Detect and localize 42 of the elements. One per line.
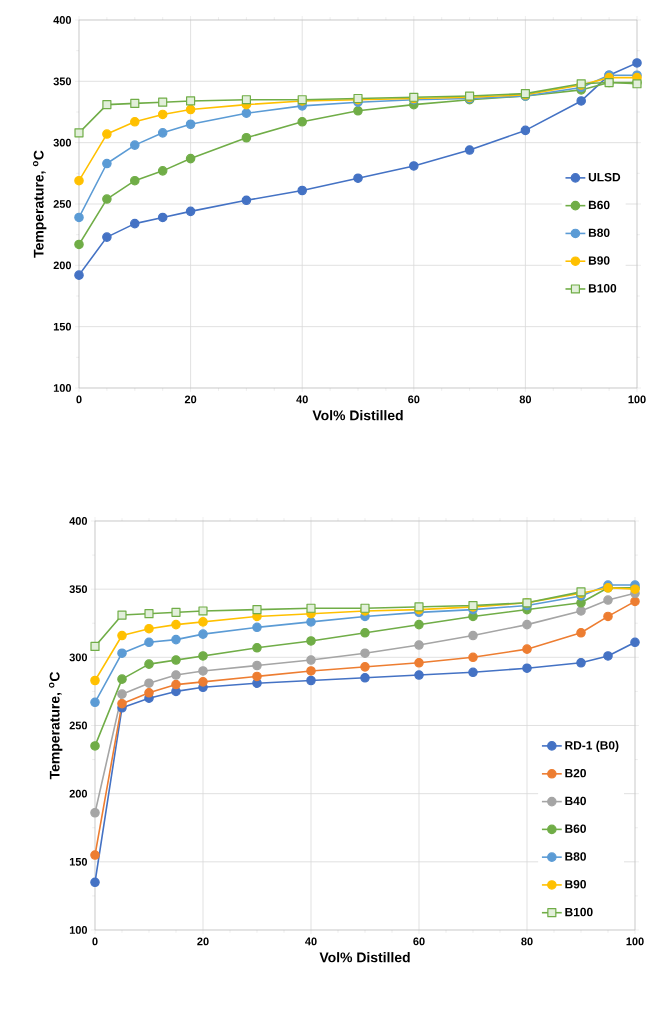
- x-tick-label: 80: [519, 395, 532, 404]
- x-tick-label: 20: [197, 937, 209, 946]
- x-tick-label: 40: [296, 395, 308, 404]
- x-tick-label: 0: [92, 937, 98, 946]
- y-tick-label: 150: [53, 322, 72, 331]
- y-tick-label: 100: [53, 384, 72, 392]
- y-tick-label: 300: [69, 653, 88, 662]
- legend-label: B20: [565, 768, 586, 778]
- legend-label: ULSD: [588, 172, 621, 182]
- y-axis-title: Temperature, $^{o}$C: [49, 672, 63, 780]
- legend-label: B100: [588, 284, 617, 293]
- x-axis-title: Vol% Distilled: [319, 952, 410, 963]
- x-tick-label: 100: [626, 937, 644, 946]
- y-tick-label: 250: [53, 200, 72, 208]
- y-tick-label: 400: [69, 517, 88, 525]
- x-axis-title: Vol% Distilled: [312, 410, 403, 421]
- x-tick-label: 80: [521, 937, 533, 946]
- legend-label: B80: [588, 228, 610, 237]
- y-tick-label: 400: [53, 16, 72, 24]
- y-tick-label: 200: [69, 789, 88, 798]
- legend-label: B100: [565, 907, 593, 917]
- legend-label: B60: [565, 824, 586, 833]
- x-tick-label: 40: [305, 937, 317, 946]
- legend-label: RD-1 (B0): [565, 740, 619, 752]
- y-tick-label: 200: [53, 261, 72, 270]
- x-tick-label: 60: [413, 937, 425, 946]
- x-tick-label: 20: [184, 395, 197, 404]
- legend-label: B90: [588, 256, 610, 265]
- y-tick-label: 300: [53, 138, 72, 147]
- y-tick-label: 150: [69, 857, 88, 866]
- legend-label: B90: [565, 880, 586, 889]
- legend-label: B60: [588, 200, 610, 210]
- x-tick-label: 0: [76, 395, 82, 404]
- y-tick-label: 250: [69, 721, 88, 730]
- y-axis-title: Temperature, $^{o}$C: [33, 150, 47, 258]
- y-tick-label: 350: [53, 77, 72, 86]
- y-tick-label: 100: [69, 926, 88, 934]
- legend-label: B80: [565, 852, 586, 861]
- legend-label: B40: [565, 796, 586, 806]
- y-tick-label: 350: [69, 585, 88, 594]
- x-tick-label: 100: [628, 395, 646, 404]
- x-tick-label: 60: [408, 395, 420, 404]
